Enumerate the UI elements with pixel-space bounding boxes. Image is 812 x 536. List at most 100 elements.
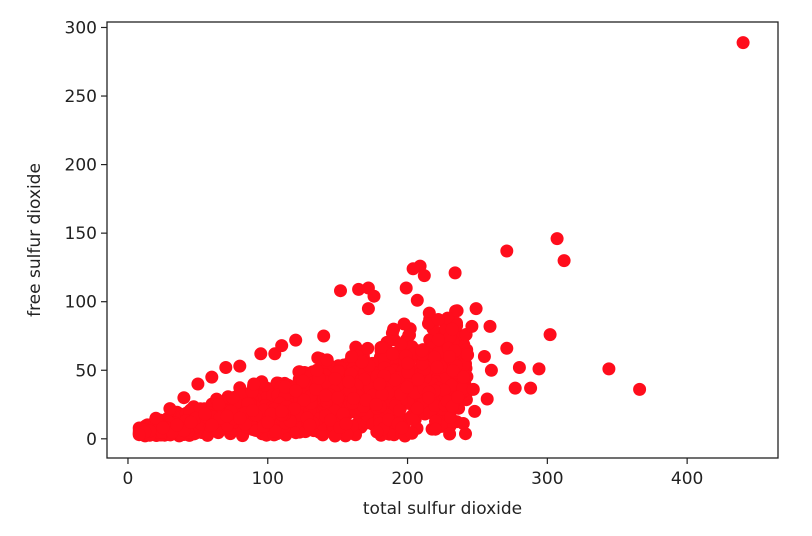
data-point: [219, 361, 233, 374]
data-point: [422, 306, 436, 320]
data-point: [469, 302, 483, 316]
x-tick-label: 300: [531, 469, 563, 489]
data-point: [461, 348, 475, 362]
data-point: [367, 289, 381, 303]
y-tick-label: 300: [65, 18, 97, 38]
data-point: [397, 317, 411, 331]
data-point: [411, 372, 425, 386]
data-point: [370, 425, 384, 439]
data-point: [184, 415, 198, 429]
data-point: [198, 407, 212, 421]
data-point: [309, 382, 323, 396]
data-point: [416, 357, 429, 371]
data-point: [466, 382, 480, 396]
data-point: [205, 418, 219, 432]
data-point: [429, 422, 442, 436]
data-point: [316, 428, 330, 442]
data-point: [245, 404, 259, 417]
data-point: [233, 411, 247, 425]
data-point: [269, 424, 282, 438]
data-point: [289, 333, 303, 347]
data-point: [445, 322, 459, 336]
data-point: [410, 401, 424, 415]
x-axis-label: total sulfur dioxide: [363, 499, 522, 519]
x-tick-label: 400: [671, 469, 703, 489]
data-point: [633, 382, 647, 396]
y-tick-label: 100: [65, 293, 97, 313]
data-point: [459, 427, 472, 441]
data-point: [427, 350, 441, 364]
data-point: [422, 317, 435, 331]
data-point: [336, 407, 350, 421]
y-tick-label: 200: [65, 156, 97, 176]
data-point: [212, 398, 226, 411]
data-point: [446, 364, 460, 378]
plot-frame: [106, 21, 779, 459]
data-point: [557, 254, 571, 268]
data-point: [288, 402, 301, 416]
data-point: [448, 266, 462, 280]
data-point: [373, 377, 387, 391]
data-point: [400, 380, 414, 394]
data-point: [468, 404, 482, 418]
data-point: [369, 398, 383, 411]
data-point: [512, 361, 526, 374]
data-point: [331, 391, 345, 405]
data-point: [508, 381, 522, 395]
data-point: [405, 426, 419, 440]
data-point: [451, 390, 465, 404]
data-point: [543, 328, 557, 342]
x-tick-label: 100: [252, 469, 284, 489]
data-point: [406, 262, 420, 276]
data-point: [422, 391, 435, 405]
data-point: [324, 413, 337, 427]
data-point: [289, 384, 303, 398]
y-axis: 0 50 100 150 200 250 300: [65, 18, 107, 450]
y-tick-label: 250: [65, 87, 97, 107]
data-point: [149, 411, 163, 425]
data-point: [443, 350, 456, 363]
data-point: [345, 350, 359, 363]
data-point: [334, 284, 347, 298]
data-point: [430, 360, 444, 374]
data-point: [328, 372, 342, 386]
data-point: [406, 412, 420, 426]
data-point: [524, 381, 538, 395]
data-point: [275, 339, 289, 353]
data-point: [347, 392, 361, 405]
data-point: [191, 377, 205, 391]
data-point: [431, 313, 445, 326]
data-point: [177, 391, 191, 405]
data-point: [319, 389, 333, 402]
data-point: [437, 383, 451, 397]
data-point: [415, 344, 429, 358]
data-point: [410, 293, 424, 307]
data-point: [220, 409, 234, 423]
data-point: [443, 427, 457, 441]
data-point: [361, 302, 375, 316]
data-point: [395, 421, 409, 435]
y-tick-label: 150: [65, 224, 97, 244]
data-point: [339, 417, 353, 431]
data-point: [480, 392, 494, 406]
data-point: [261, 415, 275, 429]
data-point: [401, 356, 415, 370]
data-point: [310, 363, 324, 377]
data-point: [532, 362, 546, 376]
x-tick-label: 200: [391, 469, 423, 489]
data-point: [226, 391, 240, 405]
data-point: [352, 282, 366, 296]
data-point: [399, 281, 413, 295]
data-point: [375, 388, 389, 401]
y-tick-label: 0: [86, 430, 97, 450]
data-point: [387, 322, 401, 336]
data-point: [275, 404, 289, 418]
data-point: [205, 370, 219, 384]
data-point: [289, 426, 303, 440]
data-point: [465, 319, 479, 333]
data-point: [401, 365, 415, 379]
data-point: [393, 403, 407, 417]
data-point: [457, 370, 470, 384]
data-point: [361, 341, 375, 355]
